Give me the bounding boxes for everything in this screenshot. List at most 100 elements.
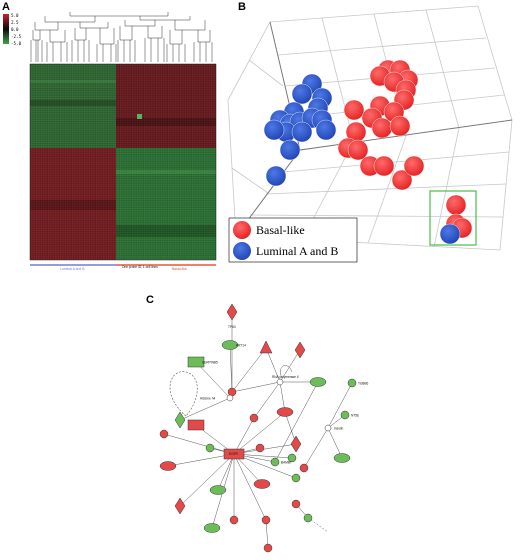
- scatter-point-basal: [347, 139, 369, 161]
- colorbar-tick: -2.5: [11, 34, 22, 39]
- network-edge: [233, 453, 297, 479]
- network-node-shape: [259, 340, 273, 354]
- network-edge: [233, 411, 286, 455]
- scatter-point-luminal: [263, 119, 285, 141]
- network-node: [159, 429, 169, 439]
- network-node: [294, 341, 306, 359]
- network-node: Insulin: [324, 424, 343, 432]
- network-edge: [233, 443, 297, 455]
- network-edge: [279, 349, 301, 383]
- network-edge: [303, 427, 329, 469]
- network-edge: [279, 381, 286, 413]
- network-node: [263, 543, 273, 553]
- network-node-shape: [253, 479, 271, 489]
- network-node-shape: [347, 378, 357, 388]
- network-node-shape: [187, 356, 205, 368]
- scatter-point-basal: [391, 169, 413, 191]
- network-edge: [231, 347, 267, 393]
- network-node-shape: [287, 453, 297, 463]
- network-node-label: KRT14: [236, 344, 246, 348]
- panel-b: B: [227, 1, 513, 263]
- network-self-loop: [169, 371, 198, 417]
- network-edge: [327, 427, 343, 459]
- network-node-shape: [276, 378, 284, 386]
- colorbar-tick: 2.5: [11, 20, 19, 25]
- network-edge: [233, 417, 255, 455]
- group-annotation: Luminal A and B Basal-like One probe ID,…: [30, 264, 216, 271]
- network-edge: [327, 382, 353, 429]
- group-label-luminal: Luminal A and B: [60, 267, 85, 271]
- network-node-shape: [249, 413, 259, 423]
- network-node-shape: [159, 429, 169, 439]
- network-node: TP63: [226, 303, 238, 329]
- network-node: [209, 485, 227, 495]
- scatter-point-basal: [373, 155, 395, 177]
- network-node-shape: [209, 485, 227, 495]
- network-node: EGFR: [223, 448, 245, 460]
- network-node-shape: [159, 461, 177, 471]
- legend-label-luminal: Luminal A and B: [256, 244, 338, 258]
- network-node-shape: [299, 463, 309, 473]
- panel-c: C TP63 KRT14 SERPINB5 RNA polymerase II Hist…: [146, 294, 369, 553]
- network-node-label: EGFR: [229, 452, 239, 456]
- scatter-point-basal: [389, 115, 411, 137]
- network-node-shape: [291, 499, 301, 509]
- network-edge: [179, 397, 231, 421]
- network-edge: [179, 453, 235, 507]
- scatter-point-luminal: [315, 119, 337, 141]
- network-node: RNA polymerase II: [272, 375, 299, 386]
- highlight-box: [429, 190, 477, 246]
- network-node: [291, 473, 301, 483]
- network-node: [187, 419, 205, 431]
- network-node-shape: [187, 419, 205, 431]
- network-node: [291, 499, 301, 509]
- network-node: NT5E: [340, 410, 359, 420]
- network-edge: [217, 453, 235, 491]
- colorbar-tick: 0.0: [11, 27, 19, 32]
- network-node-label: Histone h4: [200, 397, 215, 401]
- network-node: [261, 515, 271, 525]
- colorbar-tick: 5.0: [11, 13, 19, 18]
- heatmap: [29, 63, 217, 261]
- network-node: [309, 377, 327, 387]
- scatter-point-basal: [343, 99, 365, 121]
- network-node: [299, 463, 309, 473]
- dendrogram: [30, 12, 213, 62]
- network-node-shape: [294, 341, 306, 359]
- network-node: TUBB6: [347, 378, 369, 388]
- network-node: SERPINB5: [187, 356, 218, 368]
- scatter-point-basal: [371, 117, 393, 139]
- scatter-points: [263, 59, 473, 245]
- network-node-shape: [303, 513, 313, 523]
- network-edge: [195, 361, 231, 399]
- network-node: [333, 453, 351, 463]
- network-nodes: TP63 KRT14 SERPINB5 RNA polymerase II Histon…: [159, 303, 369, 553]
- network-node-shape: [263, 543, 273, 553]
- network-node: [255, 443, 265, 453]
- footnote: One probe ID, 1 cell lines: [122, 265, 158, 269]
- network-node-shape: [226, 394, 234, 402]
- network-node: [174, 497, 186, 515]
- network-node-shape: [270, 457, 280, 467]
- network-node-label: TP63: [228, 325, 236, 329]
- network-node-label: BAMBI: [281, 461, 291, 465]
- network-node: [249, 413, 259, 423]
- scatter-point-luminal: [265, 165, 287, 187]
- network-node-label: SERPINB5: [202, 361, 218, 365]
- panel-letter-a: A: [2, 1, 10, 13]
- network-node-shape: [340, 410, 350, 420]
- network-edge: [167, 453, 235, 467]
- network-node-shape: [205, 443, 215, 453]
- colorbar-ticks: 5.0 2.5 0.0 -2.5 -5.0: [11, 13, 22, 46]
- network-node: [287, 453, 297, 463]
- network-node-shape: [290, 435, 302, 453]
- network-node-shape: [174, 497, 186, 515]
- network-edge: [229, 344, 233, 393]
- network-node-label: TUBB6: [358, 382, 369, 386]
- network-edge: [233, 453, 267, 521]
- network-node: [227, 387, 237, 397]
- network-node-shape: [174, 411, 186, 429]
- panel-letter-c: C: [146, 294, 154, 306]
- network-node-label: NT5E: [351, 414, 359, 418]
